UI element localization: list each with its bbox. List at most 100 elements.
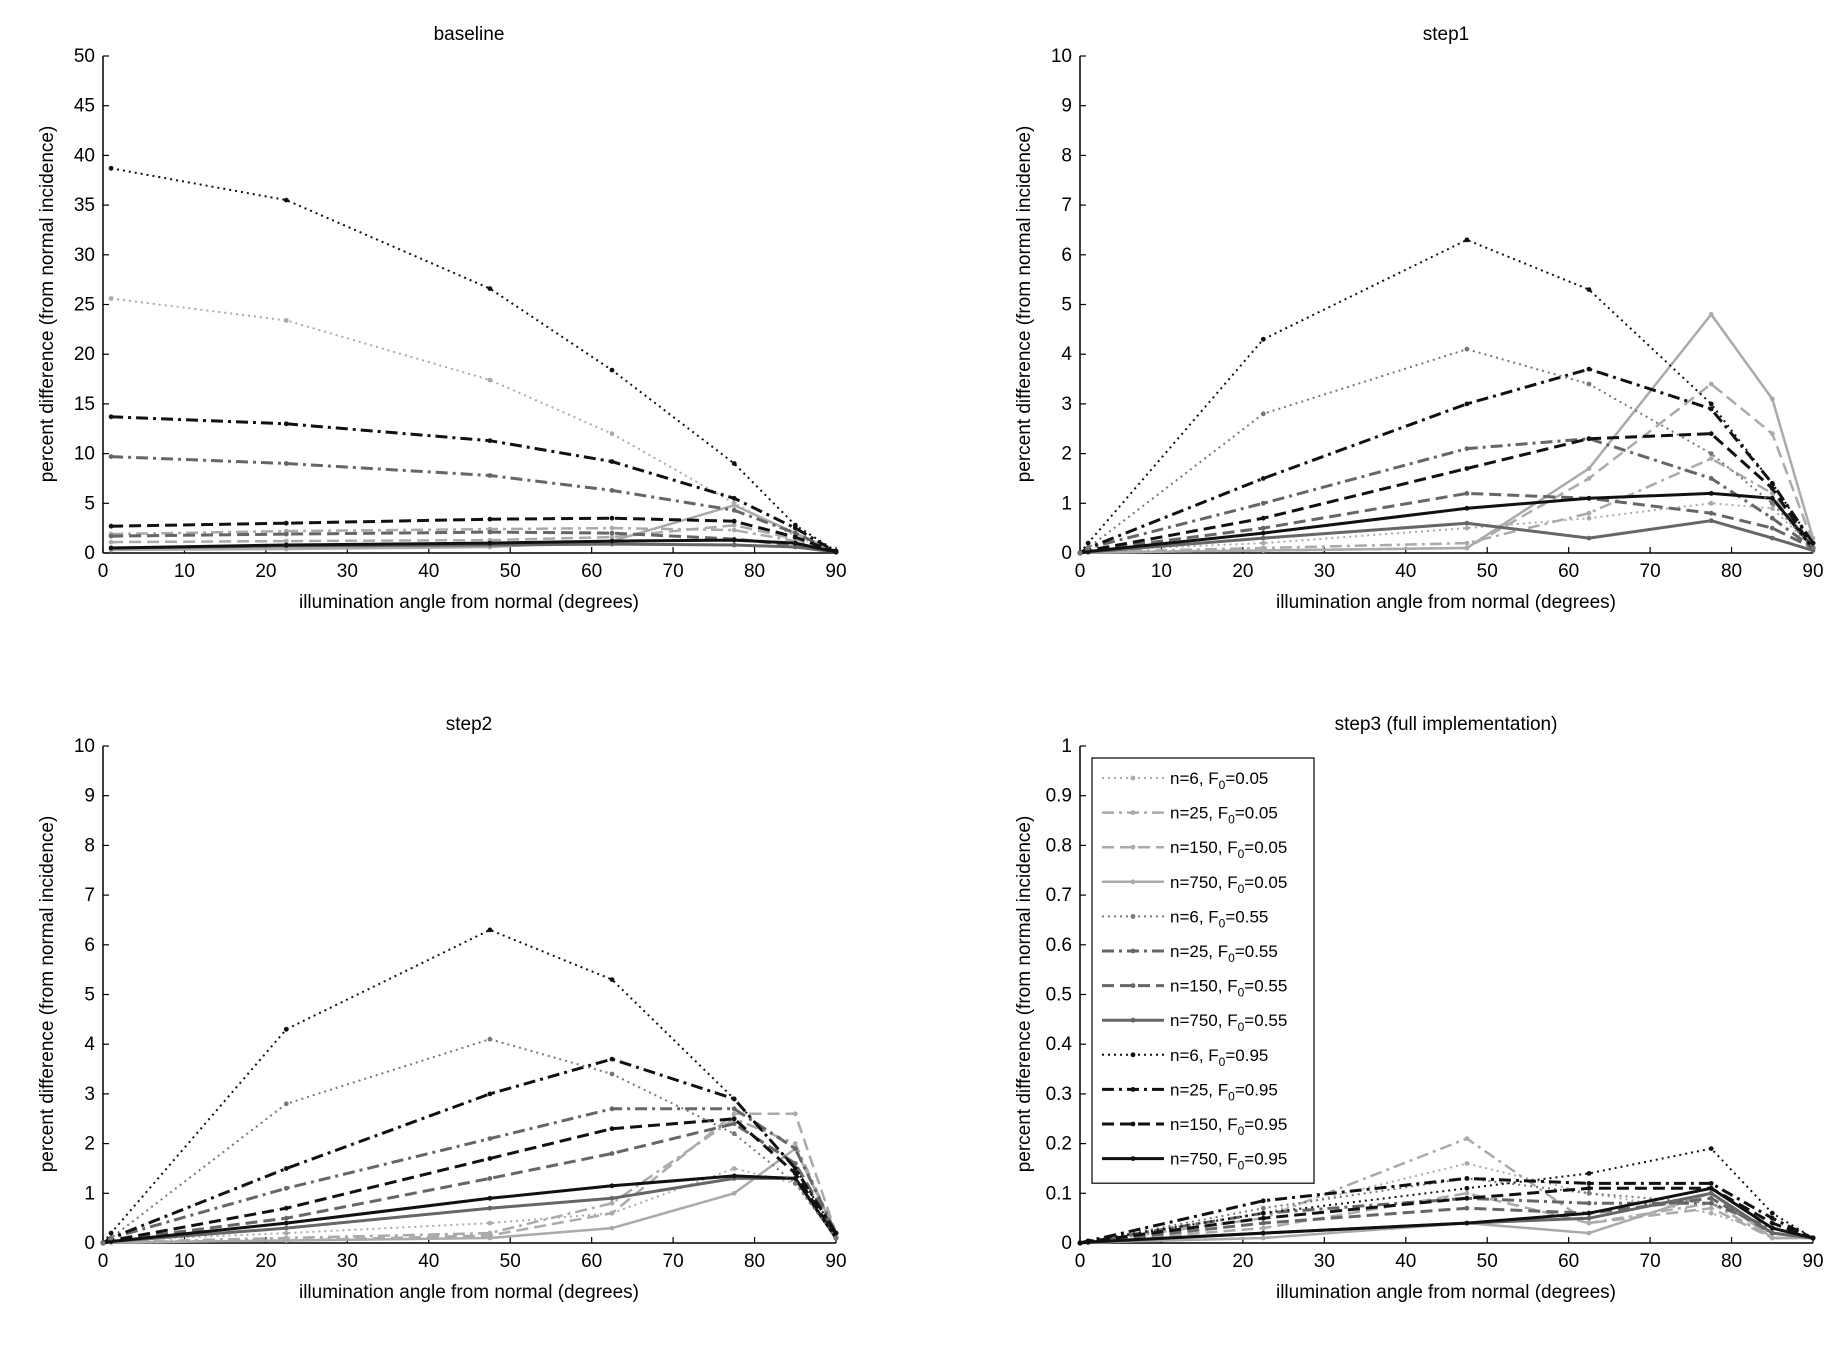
- panel-step3: step3 (full implementation) illumination…: [1014, 714, 1824, 1303]
- chart-title: step3 (full implementation): [1335, 714, 1558, 735]
- x-tick-label: 90: [1802, 1251, 1823, 1272]
- legend-label: n=25, F0=0.95: [1170, 1080, 1278, 1103]
- data-point: [1769, 1220, 1775, 1226]
- y-tick-label: 0.8: [1046, 835, 1072, 856]
- data-point: [1464, 346, 1470, 352]
- data-point: [1586, 1215, 1592, 1221]
- data-point: [1769, 495, 1775, 501]
- data-point: [609, 1195, 615, 1201]
- data-point: [1586, 381, 1592, 387]
- data-point: [1769, 1225, 1775, 1231]
- y-tick-label: 5: [84, 493, 95, 514]
- series-line: [1079, 313, 1815, 555]
- y-tick-label: 0.2: [1046, 1134, 1072, 1155]
- x-tick-label: 60: [1558, 1251, 1579, 1272]
- data-point: [283, 1166, 289, 1171]
- data-point: [609, 1071, 615, 1077]
- legend-item: n=6, F0=0.05: [1102, 769, 1268, 792]
- data-point: [792, 544, 798, 550]
- data-point: [1260, 540, 1266, 546]
- data-point: [1586, 1181, 1592, 1186]
- x-tick-label: 20: [255, 1251, 276, 1272]
- data-point: [1260, 535, 1266, 541]
- data-point: [1464, 525, 1470, 531]
- data-point: [283, 542, 289, 548]
- data-point: [1708, 1205, 1714, 1211]
- data-point: [487, 438, 493, 444]
- y-tick-label: 8: [84, 835, 95, 856]
- data-point: [792, 1146, 798, 1151]
- data-point: [1260, 1225, 1266, 1231]
- data-point: [1708, 1210, 1714, 1216]
- data-point: [792, 1181, 798, 1186]
- legend-marker: [1130, 879, 1136, 885]
- data-point: [609, 367, 615, 373]
- data-point: [1464, 1220, 1470, 1226]
- data-point: [1586, 1190, 1592, 1196]
- legend-marker: [1130, 1121, 1136, 1127]
- data-point: [1464, 1185, 1470, 1191]
- data-point: [1708, 451, 1714, 456]
- data-point: [283, 1215, 289, 1221]
- data-point: [1708, 491, 1714, 496]
- data-point: [108, 1230, 114, 1236]
- data-point: [792, 530, 798, 536]
- data-point: [792, 1171, 798, 1176]
- y-tick-label: 0: [84, 1233, 95, 1254]
- data-point: [1464, 545, 1470, 551]
- x-tick-label: 30: [1314, 561, 1335, 582]
- legend-marker: [1130, 810, 1136, 815]
- data-point: [731, 1121, 737, 1127]
- data-point: [731, 495, 737, 501]
- y-tick-label: 0: [1061, 543, 1072, 564]
- series-12: [100, 1036, 839, 1246]
- x-tick-label: 70: [1640, 1251, 1661, 1272]
- x-tick-label: 90: [1802, 561, 1823, 582]
- series-line: [102, 1122, 838, 1245]
- data-point: [283, 421, 289, 427]
- y-tick-label: 0: [84, 543, 95, 564]
- data-point: [487, 1036, 493, 1042]
- data-point: [487, 286, 493, 291]
- data-point: [1769, 396, 1775, 402]
- data-point: [1586, 515, 1592, 521]
- data-point: [792, 525, 798, 531]
- data-point: [1586, 495, 1592, 501]
- data-point: [487, 516, 493, 522]
- x-tick-label: 90: [825, 1251, 846, 1272]
- y-tick-label: 0.7: [1046, 885, 1072, 906]
- series-11: [1077, 491, 1816, 556]
- series-line: [1079, 1186, 1814, 1245]
- data-point: [1260, 411, 1266, 417]
- x-axis-label: illumination angle from normal (degrees): [299, 592, 639, 613]
- legend-item: n=150, F0=0.05: [1102, 838, 1287, 861]
- x-tick-label: 40: [1395, 561, 1416, 582]
- panel-step1: step1 illumination angle from normal (de…: [1014, 24, 1824, 613]
- data-point: [1260, 1230, 1266, 1236]
- data-point: [609, 534, 615, 540]
- x-tick-label: 70: [663, 561, 684, 582]
- chart-title: step2: [446, 714, 492, 735]
- legend-marker: [1130, 983, 1136, 988]
- y-tick-label: 9: [1061, 96, 1072, 117]
- legend-label: n=25, F0=0.55: [1170, 942, 1278, 965]
- x-tick-label: 30: [337, 1251, 358, 1272]
- data-point: [283, 531, 289, 537]
- y-tick-label: 25: [74, 295, 95, 316]
- data-point: [792, 1161, 798, 1166]
- data-point: [731, 507, 737, 513]
- legend-label: n=750, F0=0.05: [1170, 873, 1287, 896]
- legend-label: n=750, F0=0.55: [1170, 1011, 1287, 1034]
- data-point: [731, 1111, 737, 1117]
- x-tick-label: 50: [500, 1251, 521, 1272]
- data-point: [1077, 550, 1083, 556]
- series-line: [1079, 457, 1815, 555]
- data-point: [609, 515, 615, 521]
- data-point: [108, 523, 114, 529]
- series-11: [108, 537, 839, 555]
- data-point: [1769, 505, 1775, 511]
- series-line: [102, 1107, 838, 1245]
- data-point: [1769, 515, 1775, 521]
- data-point: [609, 1225, 615, 1231]
